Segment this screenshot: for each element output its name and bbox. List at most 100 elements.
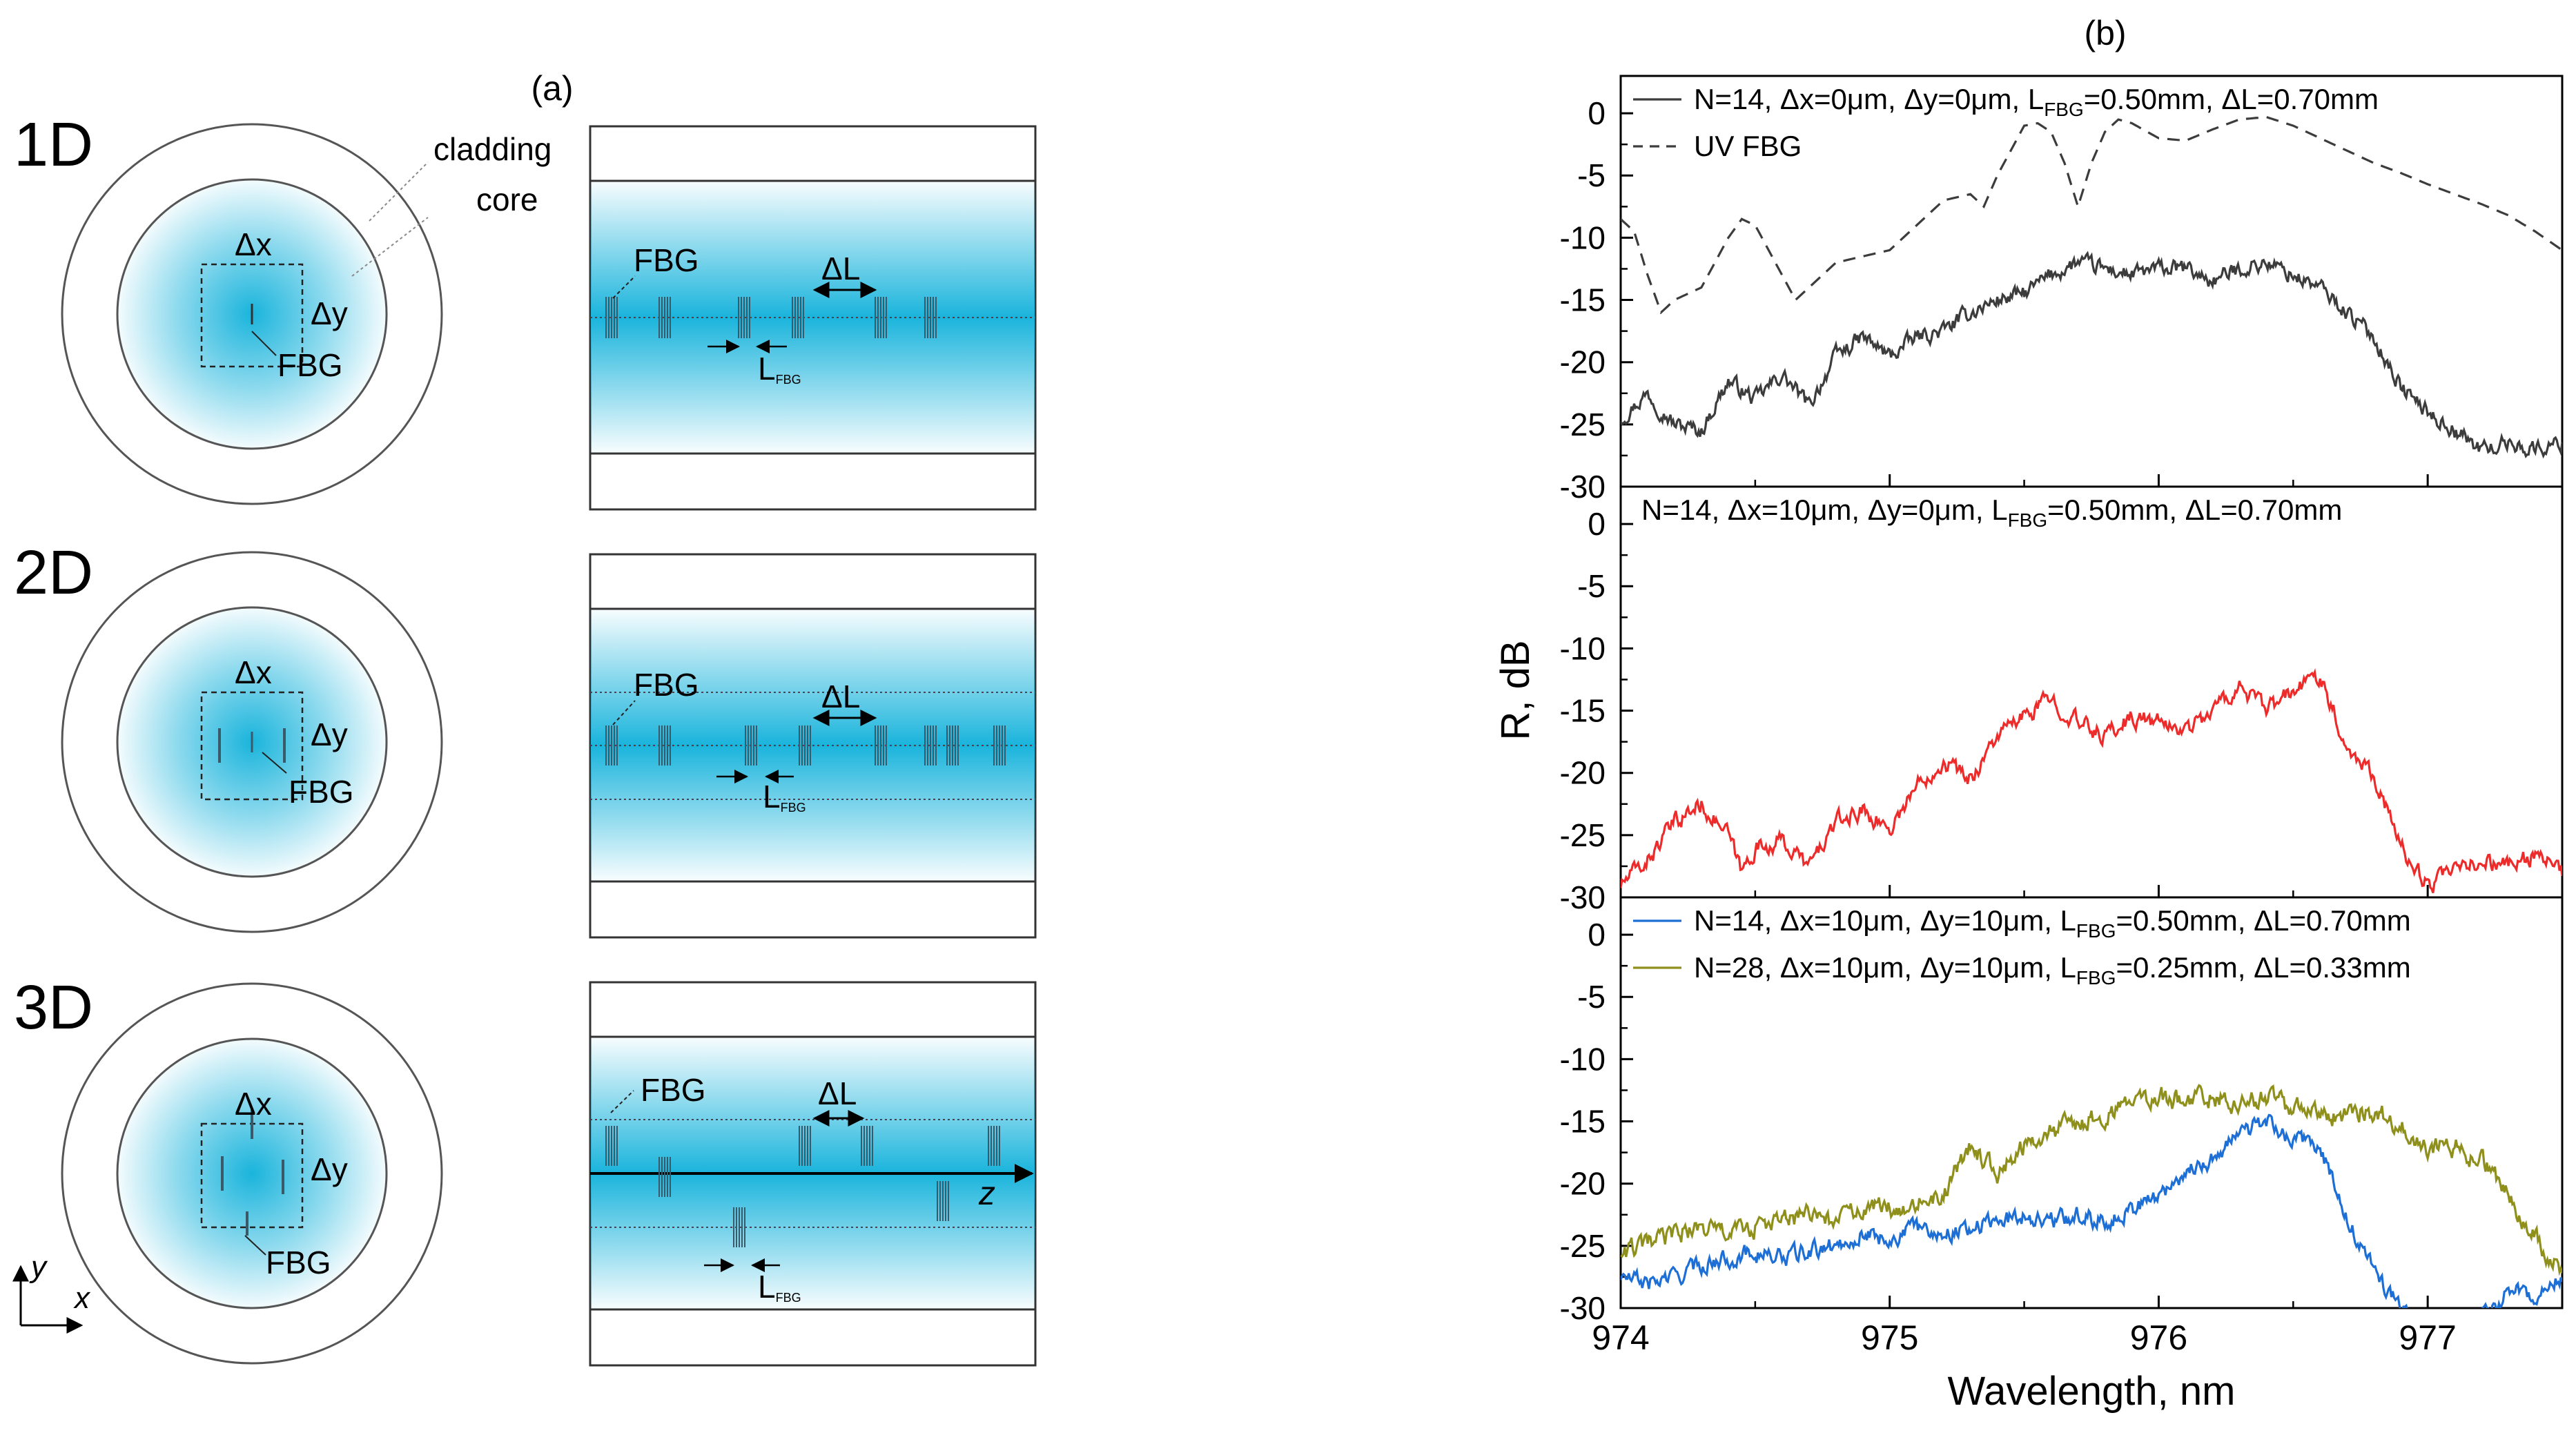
- core-label: core: [476, 182, 538, 217]
- fbg-grating: [738, 297, 750, 338]
- dl-label: ΔL: [821, 251, 860, 286]
- fbg-leader: [244, 1235, 266, 1256]
- row-label-3d: 3D: [14, 973, 93, 1042]
- series-line: [1621, 115, 2562, 315]
- x-axis-label: Wavelength, nm: [1948, 1369, 2236, 1414]
- legend-subscript: FBG: [2076, 967, 2116, 988]
- lfbg-main: L: [763, 779, 781, 815]
- legend-entry: N=14, Δx=10μm, Δy=0μm, LFBG=0.50mm, ΔL=0…: [1641, 494, 2342, 531]
- gratings-2d: [605, 725, 1006, 766]
- fbg-grating: [658, 1157, 671, 1197]
- y-tick-label: -10: [1560, 1041, 1606, 1077]
- series-line: [1621, 251, 2562, 459]
- lfbg-main: L: [758, 351, 776, 387]
- row-label-2d: 2D: [14, 538, 93, 607]
- y-tick-label: -15: [1560, 282, 1606, 318]
- legend-text: N=14, Δx=0μm, Δy=0μm, L: [1694, 83, 2044, 115]
- fbg-grating: [733, 1207, 745, 1247]
- subplot-frame: [1619, 896, 2564, 1309]
- fbg-grating: [861, 1126, 873, 1166]
- fbg-grating: [799, 725, 811, 766]
- y-tick-label: -30: [1560, 469, 1606, 505]
- gratings-1d: [605, 297, 937, 338]
- row-1d: 1D Δx Δy FBG cladding core FBG ΔL LFBG: [14, 110, 1037, 511]
- y-tick-label: -20: [1560, 1166, 1606, 1202]
- legend-entry: N=14, Δx=0μm, Δy=0μm, LFBG=0.50mm, ΔL=0.…: [1694, 83, 2379, 120]
- fbg-label-cross: FBG: [277, 347, 343, 383]
- y-tick-label: -30: [1560, 879, 1606, 915]
- legend-text: N=14, Δx=10μm, Δy=0μm, L: [1641, 494, 2008, 526]
- fbg-grating: [946, 725, 959, 766]
- y-tick-label: -25: [1560, 817, 1606, 853]
- y-tick-label: -5: [1577, 568, 1606, 604]
- y-tick-label: -15: [1560, 693, 1606, 729]
- fbg-grating: [875, 725, 887, 766]
- legend-text: =0.25mm, ΔL=0.33mm: [2116, 951, 2410, 984]
- fbg-grating: [799, 1126, 811, 1166]
- x-axis-label: x: [73, 1281, 91, 1315]
- lfbg-label: LFBG: [758, 1269, 801, 1305]
- fbg-grating: [658, 725, 671, 766]
- dl-label: ΔL: [821, 679, 860, 714]
- lfbg-sub: FBG: [776, 373, 801, 387]
- y-tick-label: -20: [1560, 755, 1606, 791]
- row-3d: 3D Δx Δy FBG z FBG ΔL LFBG: [14, 973, 1037, 1367]
- dy-label: Δy: [311, 716, 348, 752]
- core-circle: [116, 1037, 388, 1309]
- y-tick-label: -10: [1560, 220, 1606, 255]
- fbg-grating: [937, 1181, 949, 1221]
- x-tick-label: 974: [1592, 1318, 1649, 1357]
- x-tick-label: 976: [2130, 1318, 2187, 1357]
- y-tick-label: -15: [1560, 1104, 1606, 1140]
- legend-subscript: FBG: [2008, 509, 2048, 531]
- y-axis-label: R, dB: [1493, 640, 1538, 740]
- legend-text: N=14, Δx=10μm, Δy=10μm, L: [1694, 904, 2076, 937]
- dl-label: ΔL: [818, 1075, 857, 1111]
- y-tick-label: -25: [1560, 407, 1606, 442]
- y-tick-label: -5: [1577, 157, 1606, 193]
- legend-text: UV FBG: [1694, 130, 1802, 162]
- x-tick-label: 977: [2399, 1318, 2456, 1357]
- dx-label: Δx: [235, 1086, 272, 1122]
- series-line: [1621, 1084, 2562, 1276]
- lfbg-sub: FBG: [776, 1291, 801, 1305]
- fbg-label-cross: FBG: [266, 1245, 331, 1280]
- dy-label: Δy: [311, 1151, 348, 1187]
- fbg-side-leader: [612, 275, 636, 299]
- xy-axis-indicator: y x: [12, 1250, 91, 1334]
- cladding-circle: [61, 982, 443, 1365]
- panel-b-label: (b): [2084, 14, 2126, 52]
- lfbg-label: LFBG: [758, 351, 801, 387]
- dx-label: Δx: [235, 654, 272, 690]
- panel-a-label: (a): [531, 69, 573, 108]
- legend-entry: N=28, Δx=10μm, Δy=10μm, LFBG=0.25mm, ΔL=…: [1694, 951, 2411, 988]
- y-tick-label: -25: [1560, 1228, 1606, 1264]
- lfbg-label: LFBG: [763, 779, 806, 815]
- fbg-label-side: FBG: [641, 1072, 706, 1108]
- dy-label: Δy: [311, 295, 348, 331]
- gratings-3d: [605, 1126, 1000, 1247]
- fbg-label-side: FBG: [634, 242, 699, 278]
- fbg-leader: [251, 331, 277, 356]
- fbg-grating: [658, 297, 671, 338]
- subplot-1: 0 -5 -10 -15 -20 -25 -30 N=14, Δx=0μm, Δy=0μm, …: [1560, 75, 2564, 505]
- fbg-grating: [875, 297, 887, 338]
- displacement-box: [200, 691, 304, 801]
- cladding-circle: [61, 551, 443, 933]
- z-label: z: [978, 1176, 995, 1212]
- subplot-2: 0 -5 -10 -15 -20 -25 -30 N=14, Δx=10μm, Δy=0μm,…: [1560, 485, 2564, 915]
- fbg-grating: [993, 725, 1006, 766]
- fbg-side-leader: [612, 700, 636, 725]
- legend-subscript: FBG: [2044, 99, 2084, 120]
- y-tick-label: 0: [1588, 506, 1606, 542]
- y-axis-label: y: [29, 1250, 48, 1284]
- fbg-grating: [605, 297, 618, 338]
- legend-text: =0.50mm, ΔL=0.70mm: [2047, 494, 2342, 526]
- fbg-grating: [924, 725, 937, 766]
- y-tick-label: -30: [1560, 1290, 1606, 1326]
- legend-text: N=28, Δx=10μm, Δy=10μm, L: [1694, 951, 2076, 984]
- legend-subscript: FBG: [2076, 920, 2116, 942]
- fbg-grating: [988, 1126, 1000, 1166]
- legend-text: =0.50mm, ΔL=0.70mm: [2116, 904, 2410, 937]
